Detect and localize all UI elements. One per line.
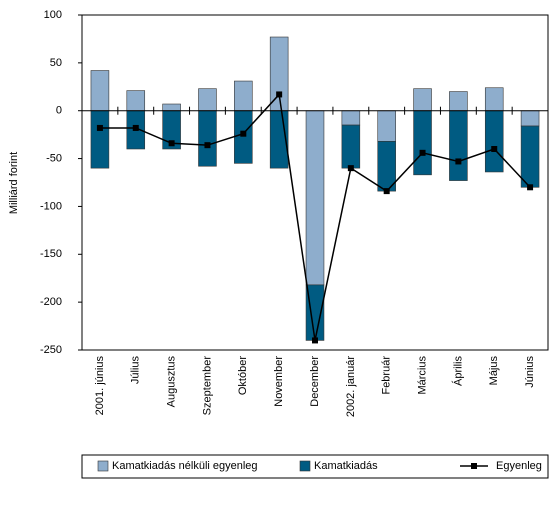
y-tick-label: -150 — [40, 248, 62, 260]
x-tick-label: Március — [416, 356, 428, 395]
bar — [198, 110, 217, 167]
y-tick-label: -250 — [40, 344, 62, 356]
line-marker — [132, 124, 139, 131]
y-tick-label: 50 — [50, 57, 62, 69]
y-tick-label: -50 — [46, 152, 62, 164]
y-tick-label: 0 — [56, 105, 62, 117]
bar — [341, 110, 361, 126]
line-marker — [455, 158, 462, 165]
x-tick-label: Szeptember — [201, 356, 213, 416]
y-axis-label: Milliárd forint — [8, 152, 20, 214]
x-tick-label: Október — [237, 356, 249, 395]
legend-swatch — [97, 460, 109, 472]
x-tick-label: 2001. június — [94, 356, 106, 416]
x-tick-label: Június — [524, 356, 536, 388]
y-tick-label: -100 — [40, 200, 62, 212]
x-tick-label: Augusztus — [166, 356, 178, 408]
line-marker — [96, 124, 103, 131]
bar — [484, 110, 504, 173]
bar — [234, 80, 253, 112]
bar — [449, 110, 468, 181]
bar — [90, 70, 110, 112]
x-tick-label: 2002. január — [345, 356, 357, 417]
legend-marker — [471, 463, 477, 469]
x-tick-label: November — [273, 356, 285, 407]
line-marker — [276, 91, 283, 98]
line-marker — [312, 337, 318, 344]
bar — [162, 103, 181, 112]
bar — [269, 36, 289, 112]
legend-label: Egyenleg — [496, 460, 542, 472]
bar — [305, 110, 325, 286]
x-tick-label: Július — [130, 356, 142, 385]
x-tick-label: Április — [451, 356, 464, 386]
bar — [413, 88, 432, 112]
bar — [90, 110, 110, 169]
legend-swatch — [299, 460, 311, 472]
bar — [341, 124, 361, 169]
line-marker — [419, 149, 426, 156]
bar — [449, 91, 468, 112]
bar — [234, 110, 253, 164]
bar — [520, 125, 540, 188]
line-marker — [527, 184, 534, 191]
x-tick-label: Február — [381, 356, 393, 395]
line-marker — [347, 165, 354, 172]
bar — [377, 110, 396, 142]
line-marker — [168, 140, 175, 147]
y-tick-label: 100 — [44, 9, 62, 21]
line-marker — [240, 130, 247, 137]
bar — [484, 87, 504, 112]
legend-box — [81, 454, 549, 479]
x-tick-label: December — [309, 356, 321, 407]
legend-label: Kamatkiadás — [314, 460, 378, 472]
legend-label: Kamatkiadás nélküli egyenleg — [112, 460, 258, 472]
line-marker — [204, 142, 211, 149]
x-tick-label: Május — [488, 356, 500, 386]
bar — [413, 110, 432, 176]
bar — [520, 110, 540, 127]
plot-frame — [81, 14, 549, 351]
bar — [198, 88, 217, 112]
y-tick-label: -200 — [40, 296, 62, 308]
line-marker — [383, 188, 390, 195]
bar — [126, 90, 146, 112]
line-marker — [491, 146, 498, 152]
